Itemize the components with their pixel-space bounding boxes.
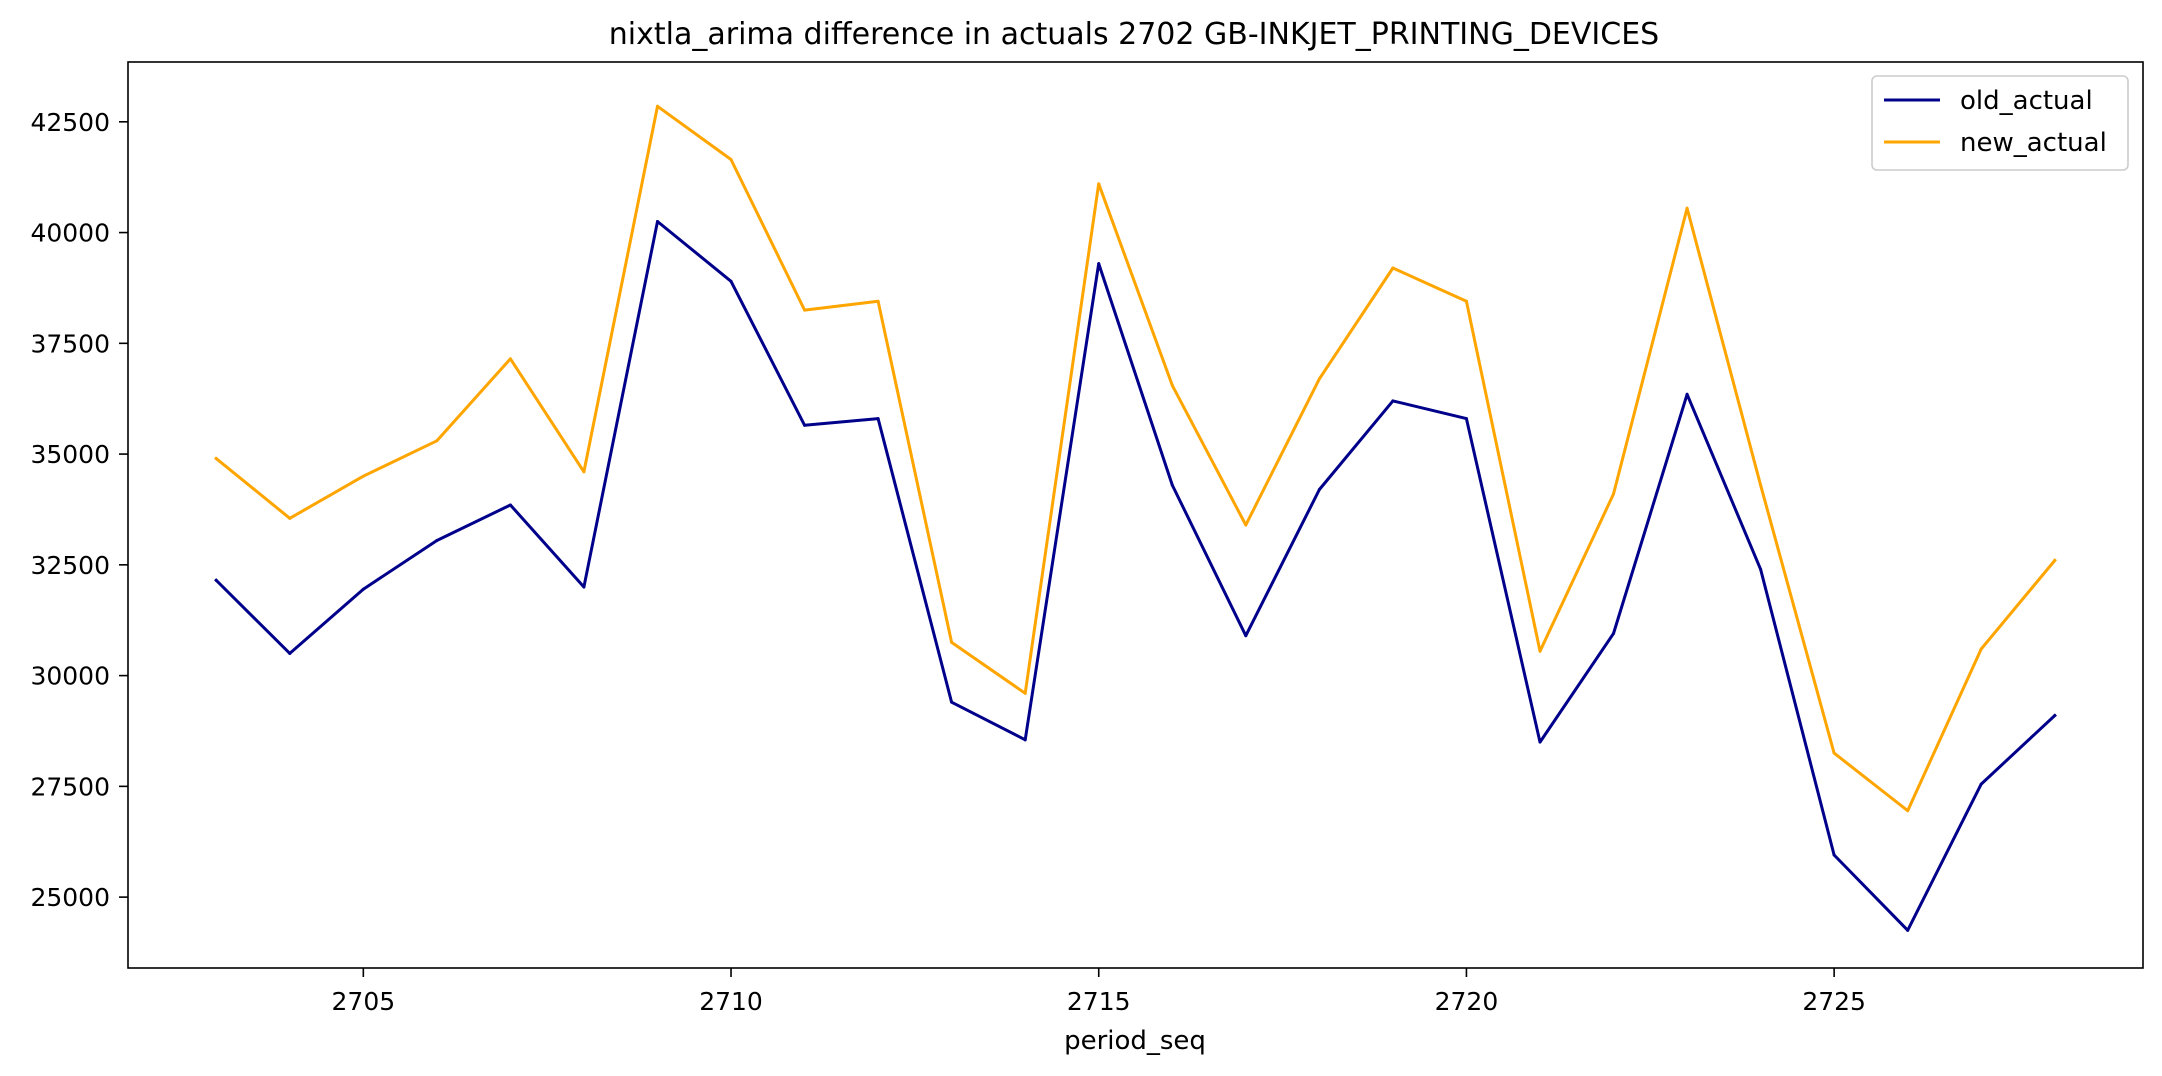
data-point-new-actual: [1538, 649, 1542, 653]
x-axis: 2705 2710 2715 2720 2725: [332, 968, 1866, 1016]
data-point-new-actual: [435, 439, 439, 443]
data-point-new-actual: [214, 457, 218, 461]
data-point-new-actual: [508, 357, 512, 361]
data-point-new-actual: [1685, 206, 1689, 210]
data-point-old-actual: [1317, 488, 1321, 492]
data-point-new-actual: [361, 474, 365, 478]
data-point-new-actual: [2053, 558, 2057, 562]
data-point-new-actual: [1906, 809, 1910, 813]
data-point-new-actual: [1023, 691, 1027, 695]
data-point-new-actual: [1979, 647, 1983, 651]
data-point-old-actual: [1097, 262, 1101, 266]
series-line-new-actual: [214, 104, 2057, 813]
data-point-old-actual: [1979, 782, 1983, 786]
data-point-old-actual: [1023, 738, 1027, 742]
data-point-new-actual: [582, 470, 586, 474]
data-point-new-actual: [1391, 266, 1395, 270]
x-tick-label: 2715: [1067, 987, 1131, 1016]
legend: old_actual new_actual: [1871, 75, 2129, 171]
data-point-old-actual: [582, 585, 586, 589]
data-point-new-actual: [729, 157, 733, 161]
series-line-old-actual: [214, 220, 2057, 932]
y-tick-label: 40000: [30, 219, 110, 248]
y-tick-label: 27500: [30, 772, 110, 801]
data-point-old-actual: [508, 503, 512, 507]
data-point-new-actual: [876, 299, 880, 303]
y-tick-label: 25000: [30, 883, 110, 912]
data-point-new-actual: [1464, 299, 1468, 303]
data-point-new-actual: [1244, 523, 1248, 527]
legend-label-new-actual: new_actual: [1960, 128, 2107, 158]
data-point-new-actual: [1170, 383, 1174, 387]
chart-title: nixtla_arima difference in actuals 2702 …: [609, 17, 1659, 52]
data-point-new-actual: [803, 308, 807, 312]
y-tick-label: 42500: [30, 108, 110, 137]
data-point-old-actual: [803, 423, 807, 427]
data-point-new-actual: [655, 104, 659, 108]
data-point-old-actual: [1244, 634, 1248, 638]
data-point-old-actual: [435, 538, 439, 542]
data-point-new-actual: [1612, 492, 1616, 496]
y-axis: 25000 27500 30000 32500 35000 37500 40000 42500: [30, 108, 128, 912]
x-tick-label: 2705: [332, 987, 396, 1016]
data-point-old-actual: [2053, 713, 2057, 717]
x-tick-label: 2725: [1802, 987, 1866, 1016]
data-point-old-actual: [1759, 567, 1763, 571]
data-point-old-actual: [1832, 853, 1836, 857]
data-point-old-actual: [1538, 740, 1542, 744]
data-point-old-actual: [1906, 928, 1910, 932]
data-point-new-actual: [1317, 377, 1321, 381]
data-point-old-actual: [1612, 632, 1616, 636]
plot-frame: [127, 61, 2144, 969]
legend-label-old-actual: old_actual: [1960, 86, 2093, 116]
data-point-old-actual: [288, 651, 292, 655]
data-point-new-actual: [288, 516, 292, 520]
series-layer: [214, 104, 2057, 932]
data-point-old-actual: [655, 219, 659, 223]
data-point-old-actual: [876, 417, 880, 421]
data-point-new-actual: [1097, 182, 1101, 186]
y-tick-label: 35000: [30, 440, 110, 469]
x-axis-label: period_seq: [1064, 1026, 1206, 1056]
y-tick-label: 30000: [30, 662, 110, 691]
data-point-old-actual: [214, 578, 218, 582]
data-point-old-actual: [1391, 399, 1395, 403]
data-point-old-actual: [1685, 392, 1689, 396]
y-tick-label: 32500: [30, 551, 110, 580]
data-point-old-actual: [361, 587, 365, 591]
data-point-old-actual: [729, 279, 733, 283]
data-point-old-actual: [950, 700, 954, 704]
data-point-new-actual: [950, 640, 954, 644]
x-tick-label: 2710: [699, 987, 763, 1016]
x-tick-label: 2720: [1435, 987, 1499, 1016]
data-point-old-actual: [1170, 483, 1174, 487]
plot-area: [128, 62, 2143, 968]
data-point-new-actual: [1832, 751, 1836, 755]
y-tick-label: 37500: [30, 329, 110, 358]
data-point-new-actual: [1759, 483, 1763, 487]
data-point-old-actual: [1464, 417, 1468, 421]
